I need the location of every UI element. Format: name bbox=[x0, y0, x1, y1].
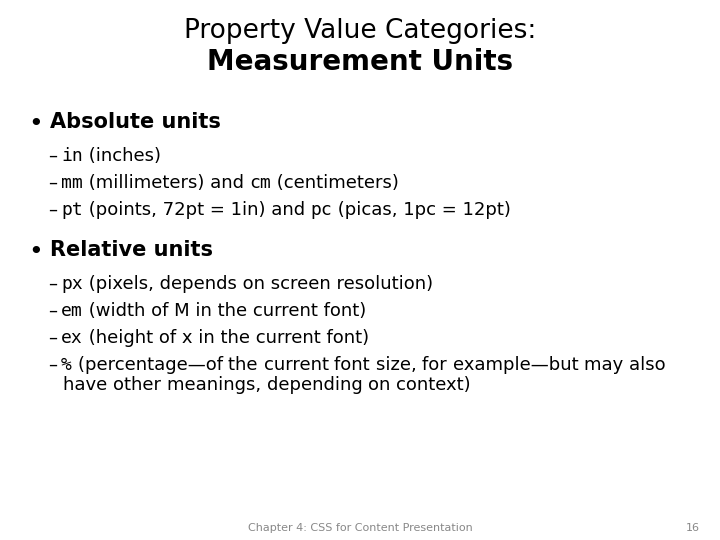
Text: size,: size, bbox=[376, 356, 422, 374]
Text: (millimeters) and: (millimeters) and bbox=[83, 174, 250, 192]
Text: %: % bbox=[61, 356, 72, 374]
Text: Absolute units: Absolute units bbox=[50, 112, 221, 132]
Text: in: in bbox=[61, 147, 83, 165]
Text: 16: 16 bbox=[686, 523, 700, 533]
Text: –: – bbox=[48, 356, 57, 374]
Text: •: • bbox=[28, 112, 42, 136]
Text: on: on bbox=[368, 375, 396, 394]
Text: pc: pc bbox=[310, 201, 333, 219]
Text: (percentage—of: (percentage—of bbox=[78, 356, 228, 374]
Text: px: px bbox=[61, 275, 83, 293]
Text: the: the bbox=[228, 356, 264, 374]
Text: example—but: example—but bbox=[453, 356, 584, 374]
Text: also: also bbox=[629, 356, 672, 374]
Text: (picas, 1pc = 12pt): (picas, 1pc = 12pt) bbox=[333, 201, 511, 219]
Text: –: – bbox=[48, 275, 57, 293]
Text: (height of x in the current font): (height of x in the current font) bbox=[83, 329, 369, 347]
Text: context): context) bbox=[396, 375, 471, 394]
Text: may: may bbox=[584, 356, 629, 374]
Text: –: – bbox=[48, 302, 57, 320]
Text: (pixels, depends on screen resolution): (pixels, depends on screen resolution) bbox=[83, 275, 433, 293]
Text: depending: depending bbox=[266, 375, 368, 394]
Text: mm: mm bbox=[61, 174, 83, 192]
Text: Relative units: Relative units bbox=[50, 240, 213, 260]
Text: font: font bbox=[334, 356, 376, 374]
Text: have: have bbox=[63, 375, 113, 394]
Text: (centimeters): (centimeters) bbox=[271, 174, 399, 192]
Text: Chapter 4: CSS for Content Presentation: Chapter 4: CSS for Content Presentation bbox=[248, 523, 472, 533]
Text: meanings,: meanings, bbox=[167, 375, 266, 394]
Text: –: – bbox=[48, 174, 57, 192]
Text: pt: pt bbox=[61, 201, 83, 219]
Text: current: current bbox=[264, 356, 334, 374]
Text: (points, 72pt = 1in) and: (points, 72pt = 1in) and bbox=[83, 201, 310, 219]
Text: (width of M in the current font): (width of M in the current font) bbox=[83, 302, 366, 320]
Text: Property Value Categories:: Property Value Categories: bbox=[184, 18, 536, 44]
Text: –: – bbox=[48, 329, 57, 347]
Text: cm: cm bbox=[250, 174, 271, 192]
Text: other: other bbox=[113, 375, 167, 394]
Text: –: – bbox=[48, 201, 57, 219]
Text: •: • bbox=[28, 240, 42, 264]
Text: Measurement Units: Measurement Units bbox=[207, 48, 513, 76]
Text: –: – bbox=[48, 147, 57, 165]
Text: for: for bbox=[422, 356, 453, 374]
Text: ex: ex bbox=[61, 329, 83, 347]
Text: em: em bbox=[61, 302, 83, 320]
Text: (inches): (inches) bbox=[83, 147, 161, 165]
